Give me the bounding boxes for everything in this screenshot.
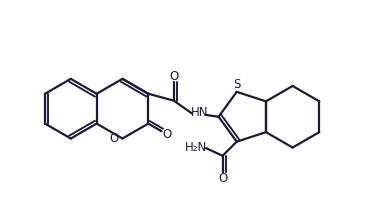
Text: O: O: [162, 128, 172, 141]
Text: S: S: [233, 78, 241, 91]
Text: O: O: [110, 132, 119, 145]
Text: H₂N: H₂N: [185, 141, 207, 154]
Text: O: O: [218, 172, 228, 185]
Text: O: O: [169, 70, 178, 83]
Text: HN: HN: [191, 105, 209, 118]
